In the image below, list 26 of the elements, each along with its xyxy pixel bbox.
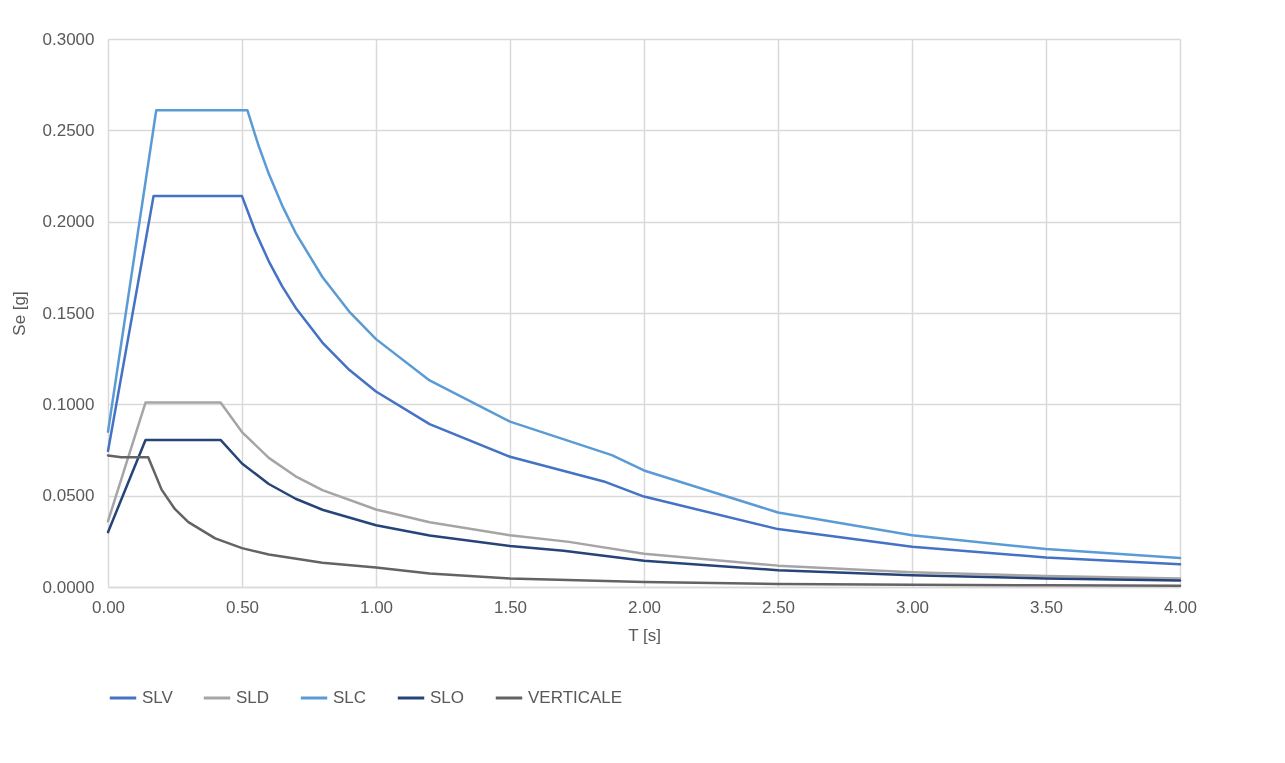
y-tick-label: 0.1500 xyxy=(42,303,95,323)
y-tick-label: 0.1000 xyxy=(42,394,95,414)
x-tick-label: 3.50 xyxy=(1029,597,1064,617)
legend-label: SLD xyxy=(236,688,270,707)
x-tick-label: 1.50 xyxy=(493,597,528,617)
legend-label: SLO xyxy=(430,688,465,707)
y-tick-label: 0.2500 xyxy=(42,120,95,140)
y-tick-label: 0.2000 xyxy=(42,212,95,232)
legend-label: SLC xyxy=(333,688,367,707)
y-axis-title: Se [g] xyxy=(9,291,29,336)
x-tick-label: 0.50 xyxy=(225,597,260,617)
x-tick-label: 2.50 xyxy=(761,597,796,617)
line-series xyxy=(106,401,1182,580)
line-series xyxy=(106,194,1182,566)
y-tick-label: 0.3000 xyxy=(42,29,95,49)
y-tick-label: 0.0000 xyxy=(42,577,95,597)
x-tick-label: 4.00 xyxy=(1163,597,1198,617)
line-series xyxy=(106,108,1182,560)
x-tick-label: 0.00 xyxy=(91,597,126,617)
legend-label: SLV xyxy=(142,688,174,707)
x-tick-label: 1.00 xyxy=(359,597,394,617)
x-tick-label: 2.00 xyxy=(627,597,662,617)
x-tick-label: 3.00 xyxy=(895,597,930,617)
legend-label: VERTICALE xyxy=(528,688,623,707)
y-tick-label: 0.0500 xyxy=(42,486,95,506)
x-axis-title: T [s] xyxy=(628,625,661,645)
